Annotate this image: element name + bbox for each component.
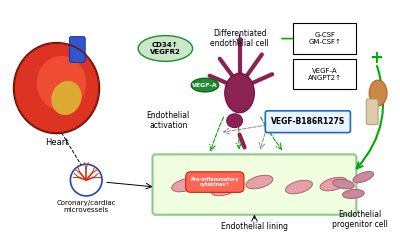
Ellipse shape [51,81,82,115]
Text: Endothelial
activation: Endothelial activation [147,111,190,130]
FancyBboxPatch shape [293,23,356,55]
Text: Endothelial lining: Endothelial lining [221,222,288,231]
Text: Pro-inflammatory
cytokines↑: Pro-inflammatory cytokines↑ [190,177,239,187]
Ellipse shape [369,80,387,106]
Ellipse shape [286,180,312,194]
Ellipse shape [333,179,354,189]
Ellipse shape [191,78,219,92]
FancyBboxPatch shape [366,99,378,125]
Text: VEGF-A: VEGF-A [192,83,218,88]
Text: Endothelial
progenitor cell: Endothelial progenitor cell [332,210,388,229]
Text: Coronary/cardiac
microvessels: Coronary/cardiac microvessels [56,200,116,213]
Ellipse shape [211,182,238,196]
Ellipse shape [172,178,199,192]
Ellipse shape [227,114,242,128]
Text: +: + [369,49,383,67]
Text: CD34↑
VEGFR2: CD34↑ VEGFR2 [150,42,181,55]
Ellipse shape [353,172,374,183]
Ellipse shape [225,73,254,113]
Ellipse shape [246,175,273,189]
Text: Differentiated
endothelial cell: Differentiated endothelial cell [210,29,269,48]
Ellipse shape [37,56,86,110]
Text: VEGF-B186R127S: VEGF-B186R127S [271,117,345,126]
FancyBboxPatch shape [69,37,85,62]
Ellipse shape [342,189,364,198]
Ellipse shape [14,44,98,133]
Ellipse shape [138,36,192,61]
Text: Heart: Heart [45,138,68,146]
Text: VEGF-A
ANGPT2↑: VEGF-A ANGPT2↑ [308,68,342,81]
FancyBboxPatch shape [293,59,356,89]
Text: G-CSF
GM-CSF↑: G-CSF GM-CSF↑ [308,32,341,45]
Ellipse shape [320,177,347,191]
FancyBboxPatch shape [152,154,356,215]
FancyBboxPatch shape [265,111,350,133]
